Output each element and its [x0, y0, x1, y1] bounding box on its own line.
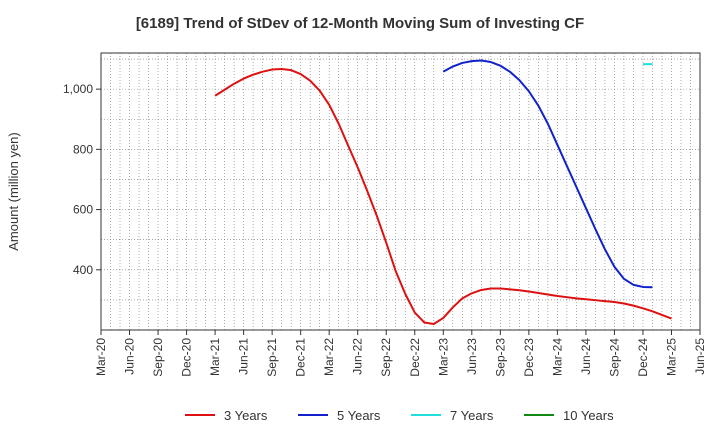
x-axis: Mar-20 Jun-20 Sep-20 Dec-20 Mar-21 Jun-21 Sep-… — [94, 330, 707, 377]
x-tick-label: Jun-24 — [579, 338, 593, 375]
x-tick-label: Mar-21 — [208, 338, 222, 376]
x-tick-label: Sep-23 — [493, 338, 507, 377]
x-tick-label: Sep-24 — [607, 338, 621, 377]
x-tick-label: Dec-23 — [522, 338, 536, 377]
x-tick-label: Sep-22 — [379, 338, 393, 377]
x-tick-label: Dec-20 — [180, 338, 194, 377]
grid — [101, 53, 700, 330]
plot-frame — [100, 52, 701, 331]
series-line-5-years — [442, 59, 653, 289]
x-tick-label: Dec-24 — [636, 338, 650, 377]
series-lines — [214, 59, 672, 325]
x-tick-label: Dec-21 — [294, 338, 308, 377]
x-tick-label: Dec-22 — [408, 338, 422, 377]
x-tick-label: Mar-20 — [94, 338, 108, 376]
legend: 3 Years 5 Years 7 Years 10 Years — [185, 408, 614, 423]
x-tick-label: Sep-20 — [151, 338, 165, 377]
x-tick-label: Mar-24 — [550, 338, 564, 376]
y-tick-label: 400 — [73, 263, 93, 277]
chart-title: [6189] Trend of StDev of 12-Month Moving… — [136, 15, 584, 32]
x-tick-label: Mar-22 — [322, 338, 336, 376]
x-tick-label: Jun-25 — [693, 338, 707, 375]
y-axis-title: Amount (million yen) — [6, 132, 21, 251]
x-tick-label: Jun-22 — [351, 338, 365, 375]
legend-label: 3 Years — [224, 408, 268, 423]
x-tick-label: Jun-23 — [465, 338, 479, 375]
series-line-3-years — [214, 67, 672, 325]
legend-label: 5 Years — [337, 408, 381, 423]
x-tick-label: Mar-23 — [436, 338, 450, 376]
x-tick-label: Mar-25 — [664, 338, 678, 376]
x-tick-label: Jun-20 — [123, 338, 137, 375]
y-tick-label: 600 — [73, 203, 93, 217]
y-tick-label: 1,000 — [63, 82, 93, 96]
legend-label: 10 Years — [563, 408, 614, 423]
y-axis: 400 600 800 1,000 — [63, 82, 101, 277]
y-tick-label: 800 — [73, 142, 93, 156]
legend-label: 7 Years — [450, 408, 494, 423]
x-tick-label: Jun-21 — [237, 338, 251, 375]
x-tick-label: Sep-21 — [265, 338, 279, 377]
